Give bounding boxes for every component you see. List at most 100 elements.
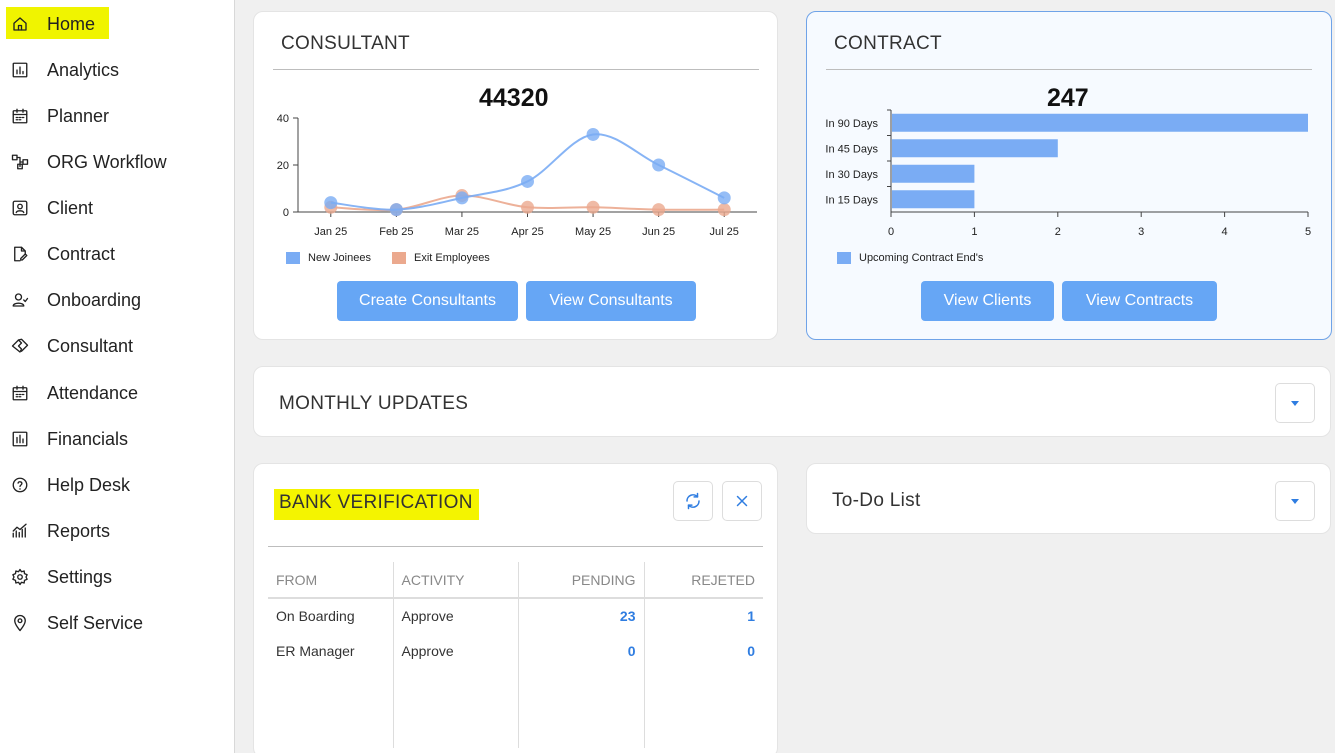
cell-rejected-link[interactable]: 0	[747, 642, 755, 659]
series-line	[330, 133, 725, 211]
sidebar-item-help-desk[interactable]: Help Desk	[0, 462, 234, 508]
monthly-updates-title: MONTHLY UPDATES	[279, 393, 469, 414]
financials-icon	[10, 429, 30, 449]
x-tick-label: 5	[1305, 226, 1311, 238]
y-tick-label: In 30 Days	[825, 169, 878, 181]
y-tick-label: In 90 Days	[825, 118, 878, 130]
sidebar-item-contract[interactable]: Contract	[0, 231, 234, 277]
x-tick-label: 3	[1138, 226, 1144, 238]
data-point	[717, 203, 731, 217]
monthly-updates-dropdown[interactable]	[1275, 383, 1315, 423]
sidebar-item-reports[interactable]: Reports	[0, 508, 234, 554]
chevron-down-icon	[1291, 400, 1299, 406]
help-icon	[10, 475, 30, 495]
legend-swatch	[286, 252, 300, 264]
sidebar-item-self-service[interactable]: Self Service	[0, 600, 234, 646]
data-point	[521, 200, 534, 214]
view-clients-button[interactable]: View Clients	[921, 281, 1054, 321]
y-tick-label: 0	[283, 207, 289, 219]
bar	[892, 190, 975, 209]
y-tick-label: 40	[277, 113, 289, 125]
bar	[892, 164, 975, 183]
bank-verification-title: BANK VERIFICATION	[274, 489, 479, 520]
x-tick-label: 2	[1055, 226, 1061, 238]
cell-from: ER Manager	[268, 633, 394, 668]
table-row-empty	[268, 668, 763, 748]
cell-from: On Boarding	[268, 598, 394, 633]
handshake-icon	[10, 336, 30, 356]
contract-divider	[826, 69, 1312, 70]
y-tick-label: 20	[277, 160, 289, 172]
consultant-line-chart: 0 20 40 Jan 25 Feb 25 Mar 25 Apr 25 May 25 Jun 2…	[277, 113, 757, 238]
bank-verification-table: FROM ACTIVITY PENDING REJETED On Boardin…	[268, 562, 763, 748]
x-tick-label: 4	[1222, 226, 1228, 238]
bank-divider	[268, 546, 763, 547]
legend-upcoming-contract-ends: Upcoming Contract End's	[837, 252, 983, 264]
contract-icon	[10, 244, 30, 264]
series-new-joinees	[324, 127, 731, 217]
cell-pending-link[interactable]: 23	[518, 598, 645, 633]
cell-pending-link[interactable]: 0	[518, 633, 645, 668]
data-point	[389, 203, 403, 217]
sidebar-item-analytics[interactable]: Analytics	[0, 47, 234, 93]
view-contracts-button[interactable]: View Contracts	[1062, 281, 1217, 321]
calendar-icon	[10, 383, 30, 403]
reports-icon	[10, 521, 30, 541]
location-icon	[10, 613, 30, 633]
data-point	[586, 127, 600, 141]
sidebar-item-onboarding[interactable]: Onboarding	[0, 277, 234, 323]
refresh-icon	[686, 492, 700, 510]
legend-label: Exit Employees	[414, 252, 490, 264]
data-point	[717, 191, 731, 205]
cell-activity: Approve	[393, 633, 519, 668]
bar	[892, 113, 1308, 132]
home-highlight	[6, 7, 109, 39]
x-tick-label: Jun 25	[642, 226, 675, 238]
sidebar-item-home[interactable]: Home	[0, 1, 234, 47]
sidebar-item-attendance[interactable]: Attendance	[0, 370, 234, 416]
cell-activity: Approve	[393, 598, 519, 633]
home-icon	[10, 14, 30, 34]
data-point	[455, 191, 469, 205]
gear-icon	[10, 567, 30, 587]
sidebar-item-label: Home	[47, 13, 96, 34]
client-icon	[10, 198, 30, 218]
data-point	[652, 158, 666, 172]
legend-exit-employees: Exit Employees	[392, 252, 490, 264]
sidebar-item-label: Client	[47, 197, 94, 218]
sidebar-item-planner[interactable]: Planner	[0, 93, 234, 139]
sidebar: Home Analytics Planner ORG Workflow Clie…	[0, 0, 235, 753]
bar	[892, 139, 1058, 158]
sidebar-item-label: Settings	[47, 566, 113, 587]
column-header-activity: ACTIVITY	[393, 562, 519, 599]
refresh-button[interactable]	[673, 481, 713, 521]
x-tick-label: Jan 25	[314, 226, 347, 238]
sidebar-item-consultant[interactable]: Consultant	[0, 323, 234, 369]
cell-rejected-link[interactable]: 1	[747, 608, 755, 624]
bank-verification-card: BANK VERIFICATION FROM ACTIVITY PENDING …	[253, 463, 778, 753]
sidebar-item-org-workflow[interactable]: ORG Workflow	[0, 139, 234, 185]
sidebar-item-label: Planner	[47, 105, 110, 126]
data-point	[521, 174, 534, 188]
sidebar-item-financials[interactable]: Financials	[0, 416, 234, 462]
sidebar-item-settings[interactable]: Settings	[0, 554, 234, 600]
table-row: ER Manager Approve 0 0	[268, 633, 763, 668]
table-row: On Boarding Approve 23 1	[268, 598, 763, 633]
column-header-pending: PENDING	[518, 562, 645, 599]
todo-list-dropdown[interactable]	[1275, 481, 1315, 521]
x-tick-label: May 25	[575, 226, 611, 238]
x-tick-label: Apr 25	[511, 226, 543, 238]
data-point	[324, 196, 338, 210]
sidebar-item-label: Reports	[47, 520, 111, 541]
sidebar-item-client[interactable]: Client	[0, 185, 234, 231]
consultant-title: CONSULTANT	[281, 33, 410, 54]
view-consultants-button[interactable]: View Consultants	[526, 281, 696, 321]
close-button[interactable]	[722, 481, 762, 521]
legend-label: Upcoming Contract End's	[859, 252, 984, 264]
column-header-rejected: REJETED	[644, 562, 763, 599]
y-tick-label: In 15 Days	[825, 194, 878, 206]
create-consultants-button[interactable]: Create Consultants	[337, 281, 518, 321]
workflow-icon	[10, 152, 30, 172]
x-tick-label: Feb 25	[379, 226, 413, 238]
consultant-card: CONSULTANT 44320 0 20 40 Jan 25 Feb 25 Mar 25…	[253, 11, 778, 340]
